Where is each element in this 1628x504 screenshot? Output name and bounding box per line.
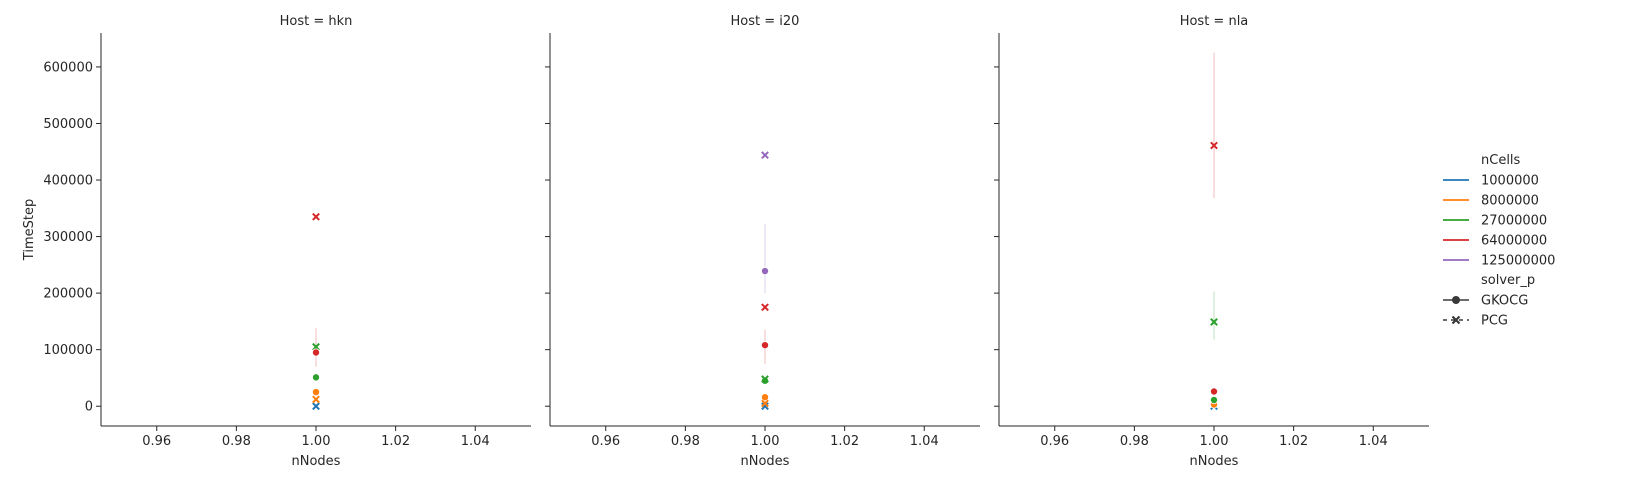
data-point-pcg <box>312 342 320 351</box>
data-point-pcg <box>761 399 769 408</box>
data-point-gkocg <box>311 388 320 397</box>
legend-label-ncells: 1000000 <box>1481 174 1539 189</box>
data-point-pcg <box>1210 141 1218 150</box>
x-tick-label: 1.00 <box>751 434 780 449</box>
data-point-gkocg <box>761 267 770 276</box>
y-tick-label: 300000 <box>43 230 93 245</box>
x-tick-label: 0.96 <box>1040 434 1069 449</box>
legend-label-ncells: 125000000 <box>1481 254 1555 269</box>
x-tick-label: 1.04 <box>1359 434 1388 449</box>
x-tick-label: 0.96 <box>142 434 171 449</box>
data-point-pcg <box>312 212 320 221</box>
x-tick-label: 1.00 <box>1200 434 1229 449</box>
x-tick-label: 0.98 <box>671 434 700 449</box>
data-point-gkocg <box>761 341 770 350</box>
data-point-gkocg <box>1210 395 1219 404</box>
y-tick-label: 100000 <box>43 343 93 358</box>
data-point-pcg <box>761 151 769 160</box>
x-tick-label: 0.98 <box>1120 434 1149 449</box>
x-tick-label: 1.02 <box>381 434 410 449</box>
facet-title: Host = i20 <box>731 14 800 29</box>
y-tick-label: 600000 <box>43 60 93 75</box>
y-tick-label: 0 <box>85 400 93 415</box>
y-tick-label: 400000 <box>43 174 93 189</box>
data-point-pcg <box>761 375 769 383</box>
x-tick-label: 1.02 <box>830 434 859 449</box>
facet-title: Host = nla <box>1180 14 1249 29</box>
data-point-pcg <box>761 303 769 312</box>
legend-title-solver: solver_p <box>1481 273 1535 288</box>
legend-label-ncells: 8000000 <box>1481 194 1539 209</box>
data-point-pcg <box>312 395 320 404</box>
legend-label-ncells: 27000000 <box>1481 214 1547 229</box>
x-axis-label: nNodes <box>292 454 341 469</box>
x-tick-label: 0.98 <box>222 434 251 449</box>
data-point-gkocg <box>761 393 770 402</box>
x-axis-label: nNodes <box>1190 454 1239 469</box>
x-tick-label: 1.00 <box>302 434 331 449</box>
data-point-pcg <box>312 402 320 411</box>
x-axis-label: nNodes <box>741 454 790 469</box>
data-point-gkocg <box>761 376 770 385</box>
y-tick-label: 500000 <box>43 117 93 132</box>
x-tick-label: 1.04 <box>461 434 490 449</box>
data-point-gkocg <box>311 373 320 382</box>
legend-title-ncells: nCells <box>1481 153 1521 168</box>
x-tick-label: 1.04 <box>910 434 939 449</box>
data-point-pcg <box>761 402 769 411</box>
data-point-pcg <box>1210 318 1218 326</box>
legend-label-ncells: 64000000 <box>1481 234 1547 249</box>
legend-label-solver: PCG <box>1481 314 1508 329</box>
legend-label-solver: GKOCG <box>1481 294 1528 309</box>
y-tick-label: 200000 <box>43 287 93 302</box>
legend-marker-x <box>1451 315 1461 325</box>
y-axis-label: TimeStep <box>22 199 37 261</box>
facet-title: Host = hkn <box>280 14 353 29</box>
x-tick-label: 1.02 <box>1279 434 1308 449</box>
x-tick-label: 0.96 <box>591 434 620 449</box>
legend-marker-circle <box>1452 296 1460 304</box>
data-point-gkocg <box>311 348 320 357</box>
data-point-gkocg <box>1210 387 1219 396</box>
